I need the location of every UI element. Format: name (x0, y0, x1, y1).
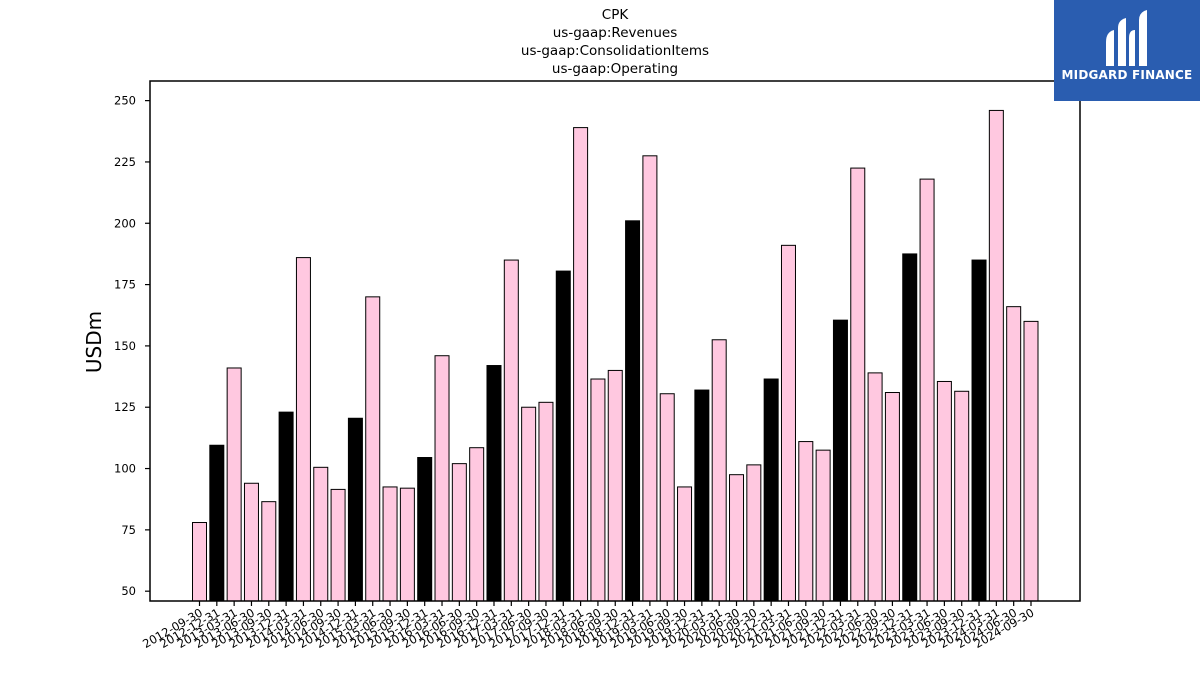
bar-2021-12-31 (832, 319, 848, 602)
y-tick-label: 150 (114, 339, 136, 353)
logo-text: MIDGARD FINANCE (1061, 68, 1193, 82)
chart-title: CPK us-gaap:Revenues us-gaap:Consolidati… (150, 6, 1080, 78)
bar-2023-06-30 (936, 380, 952, 602)
bar-2015-12-31 (417, 457, 433, 602)
bar-2016-12-31 (486, 365, 502, 602)
title-line-4: us-gaap:Operating (551, 61, 679, 77)
bar-2016-03-31 (434, 355, 450, 602)
bar-2013-12-31 (278, 411, 294, 602)
bar-2024-06-30 (1006, 306, 1022, 602)
bar-2018-09-30 (607, 369, 623, 602)
bar-2016-06-30 (451, 463, 467, 602)
bar-2014-12-31 (347, 417, 363, 602)
bar-2013-03-31 (226, 367, 242, 602)
bar-2023-09-30 (954, 390, 970, 602)
y-axis-label: USDm (82, 311, 106, 373)
bar-2021-03-31 (780, 244, 796, 602)
y-tick-label: 175 (114, 278, 136, 292)
title-line-3: us-gaap:ConsolidationItems (520, 43, 710, 59)
bar-2022-09-30 (884, 392, 900, 602)
bar-2016-09-30 (469, 447, 485, 602)
bar-2015-03-31 (365, 296, 381, 602)
bar-2014-09-30 (330, 488, 346, 602)
midgard-finance-logo: MIDGARD FINANCE (1054, 0, 1200, 101)
bar-2019-06-30 (659, 393, 675, 602)
bar-2017-06-30 (521, 406, 537, 602)
plot-frame (149, 80, 1081, 602)
bar-2012-12-31 (209, 444, 225, 602)
bar-2013-09-30 (261, 501, 277, 602)
bar-2018-06-30 (590, 378, 606, 602)
bar-2017-03-31 (503, 259, 519, 602)
bar-2014-06-30 (313, 466, 329, 602)
y-axis: 50 75 100 125 150 175 200 225 250 (114, 94, 150, 598)
bar-2020-03-31 (711, 339, 727, 602)
bar-2021-06-30 (798, 441, 814, 602)
bars-group (192, 109, 1039, 602)
bar-2020-06-30 (729, 474, 745, 602)
bar-2019-12-31 (694, 389, 710, 602)
logo-mark-icon (1106, 10, 1147, 66)
x-axis: 2012-09-302012-12-312013-03-312013-06-30… (140, 601, 1037, 651)
bar-2017-09-30 (538, 401, 554, 602)
y-tick-label: 225 (114, 155, 136, 169)
bar-2014-03-31 (295, 257, 311, 602)
bar-2018-03-31 (573, 127, 589, 602)
y-tick-label: 100 (114, 462, 136, 476)
y-tick-label: 200 (114, 216, 136, 230)
bar-2023-12-31 (971, 259, 987, 602)
bar-2018-12-31 (625, 220, 641, 602)
bar-2015-06-30 (382, 486, 398, 602)
bar-2022-06-30 (867, 372, 883, 602)
y-tick-label: 50 (121, 584, 136, 598)
bar-2017-12-31 (555, 270, 571, 602)
bar-2022-12-31 (902, 253, 918, 602)
bar-2020-12-31 (763, 378, 779, 602)
y-tick-label: 75 (121, 523, 136, 537)
title-line-2: us-gaap:Revenues (552, 25, 678, 41)
bar-2024-09-30 (1023, 320, 1039, 602)
bar-2015-09-30 (399, 487, 415, 602)
bar-2019-03-31 (642, 155, 658, 602)
bar-2022-03-31 (850, 167, 866, 602)
bar-2019-09-30 (677, 486, 693, 602)
bar-2023-03-31 (919, 178, 935, 602)
y-tick-label: 250 (114, 94, 136, 108)
bar-2012-09-30 (192, 522, 207, 602)
bar-2013-06-30 (243, 482, 259, 602)
title-line-1: CPK (601, 7, 629, 23)
bar-2024-03-31 (988, 109, 1004, 602)
bar-2020-09-30 (746, 464, 762, 602)
y-tick-label: 125 (114, 400, 136, 414)
bar-2021-09-30 (815, 449, 831, 602)
